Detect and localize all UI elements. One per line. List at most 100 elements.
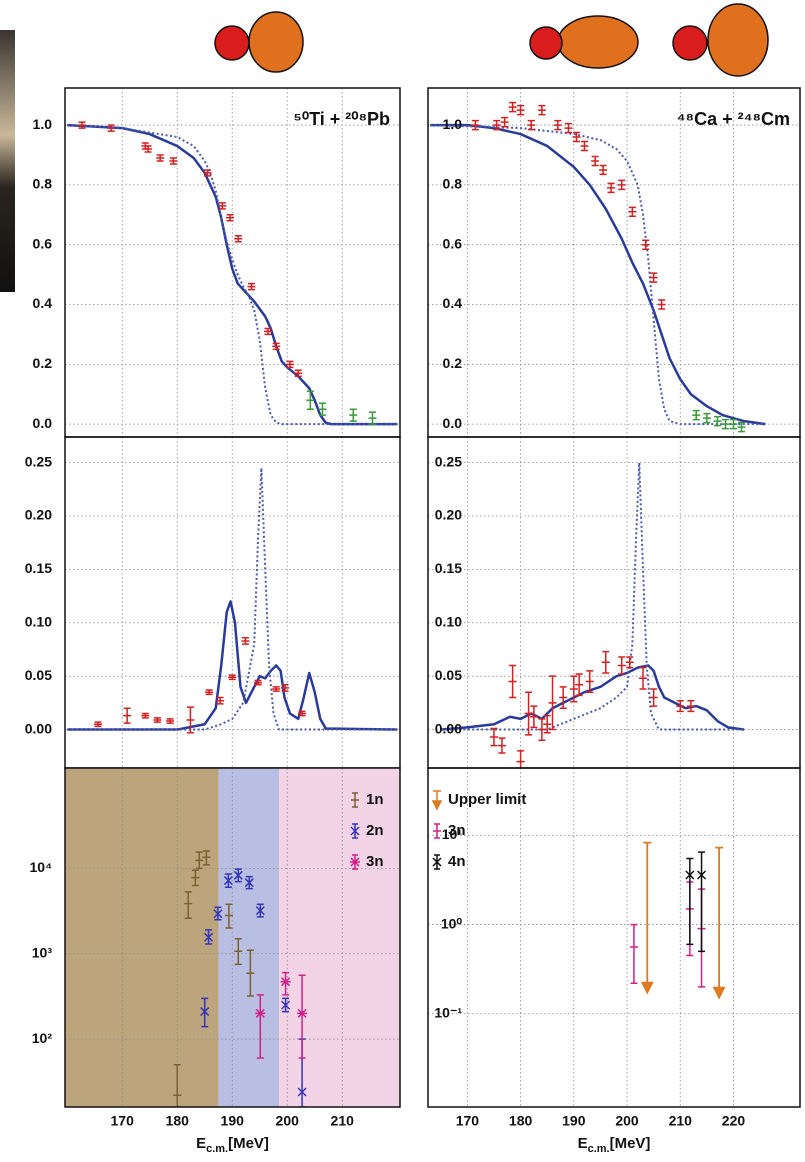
x-tick-label: 210 [331, 1113, 355, 1129]
y-tick-label: 0.2 [443, 355, 463, 371]
y-tick-label: 0.4 [33, 295, 53, 311]
data-point [676, 699, 685, 713]
y-tick-label: 10⁴ [30, 859, 53, 875]
y-tick-label: 0.8 [33, 176, 53, 192]
data-point [527, 119, 536, 131]
plot-area [65, 768, 400, 1107]
data-point [737, 421, 746, 433]
data-point [508, 664, 517, 699]
data-point [492, 119, 501, 131]
y-tick-label: 0.05 [25, 667, 52, 683]
data-point [141, 712, 150, 719]
data-point [202, 850, 211, 866]
curve [67, 124, 398, 426]
data-point [156, 154, 165, 162]
nucleus [529, 26, 563, 60]
data-point [234, 234, 243, 243]
curve [430, 124, 766, 426]
y-tick-label: 0.25 [435, 453, 462, 469]
x-tick-label: 190 [221, 1113, 245, 1129]
data-point [471, 119, 480, 131]
y-tick-label: 0.10 [25, 613, 52, 629]
x-tick-label: 180 [166, 1113, 190, 1129]
data-point [607, 182, 616, 194]
curve [430, 123, 766, 426]
data-point [685, 857, 695, 946]
x-tick-label: 220 [722, 1113, 746, 1129]
legend-label: 2n [366, 822, 384, 839]
legend-label: 1n [366, 791, 384, 808]
data-point [144, 145, 153, 153]
nucleus [557, 15, 639, 69]
data-point [692, 409, 701, 421]
x-axis-label-unit: [MeV] [610, 1135, 651, 1152]
data-point [78, 121, 87, 129]
data-point [173, 1064, 182, 1107]
x-tick-label: 200 [276, 1113, 300, 1129]
y-tick-label: 10² [32, 1030, 53, 1046]
x-tick-label: 180 [509, 1113, 533, 1129]
data-point [281, 997, 291, 1013]
nucleus-icons [214, 3, 769, 77]
x-axis-label-sub: c.m. [588, 1143, 610, 1155]
data-point [244, 875, 254, 890]
y-tick-label: 1.0 [33, 116, 53, 132]
data-point [617, 656, 626, 675]
y-tick-label: 0.6 [33, 235, 53, 251]
data-point [297, 974, 308, 1059]
y-tick-label: 0.4 [443, 295, 463, 311]
data-point [508, 101, 517, 113]
nucleus [707, 3, 769, 77]
upper-limit [640, 841, 654, 995]
plot-frame [427, 87, 801, 438]
data-point [649, 272, 658, 283]
data-point [639, 666, 648, 690]
data-point [516, 104, 525, 116]
data-point [575, 673, 584, 697]
x-axis-label-sub: c.m. [206, 1143, 228, 1155]
data-point [241, 636, 250, 645]
plot-area [65, 88, 400, 437]
band [278, 768, 400, 1107]
y-tick-label: 0.25 [25, 453, 52, 469]
x-tick-label: 190 [562, 1113, 586, 1129]
data-point [580, 140, 589, 152]
data-point [686, 699, 695, 713]
data-point [255, 994, 266, 1059]
y-tick-label: 10³ [32, 944, 53, 960]
x-tick-label: 200 [615, 1113, 639, 1129]
curve [67, 123, 398, 426]
plot-area [65, 437, 400, 768]
data-point [649, 688, 658, 707]
y-tick-label: 0.00 [435, 720, 462, 736]
data-point [349, 408, 358, 422]
x-tick-label: 210 [669, 1113, 693, 1129]
data-point [281, 683, 290, 692]
data-point [625, 656, 634, 669]
data-point [204, 929, 214, 945]
data-point [216, 696, 225, 705]
y-tick-label: 0.6 [443, 235, 463, 251]
data-point [223, 873, 233, 889]
data-point [617, 179, 626, 191]
y-tick-label: 10¹ [442, 826, 463, 842]
data-point [226, 214, 235, 222]
data-point [200, 997, 210, 1028]
data-point [591, 155, 600, 167]
data-point [234, 937, 243, 966]
data-point [123, 707, 132, 724]
data-point [203, 169, 212, 177]
data-point [184, 891, 193, 920]
plot-frame [427, 767, 801, 1108]
plot-frame [64, 767, 401, 1108]
data-point [497, 737, 506, 754]
data-point [628, 206, 637, 218]
y-tick-label: 0.20 [435, 507, 462, 523]
data-point [553, 119, 562, 131]
y-tick-label: 0.15 [25, 560, 52, 576]
legend-symbol [350, 823, 360, 839]
data-point [107, 124, 116, 132]
data-point [254, 679, 263, 686]
data-point [153, 717, 162, 723]
data-point [543, 714, 552, 734]
